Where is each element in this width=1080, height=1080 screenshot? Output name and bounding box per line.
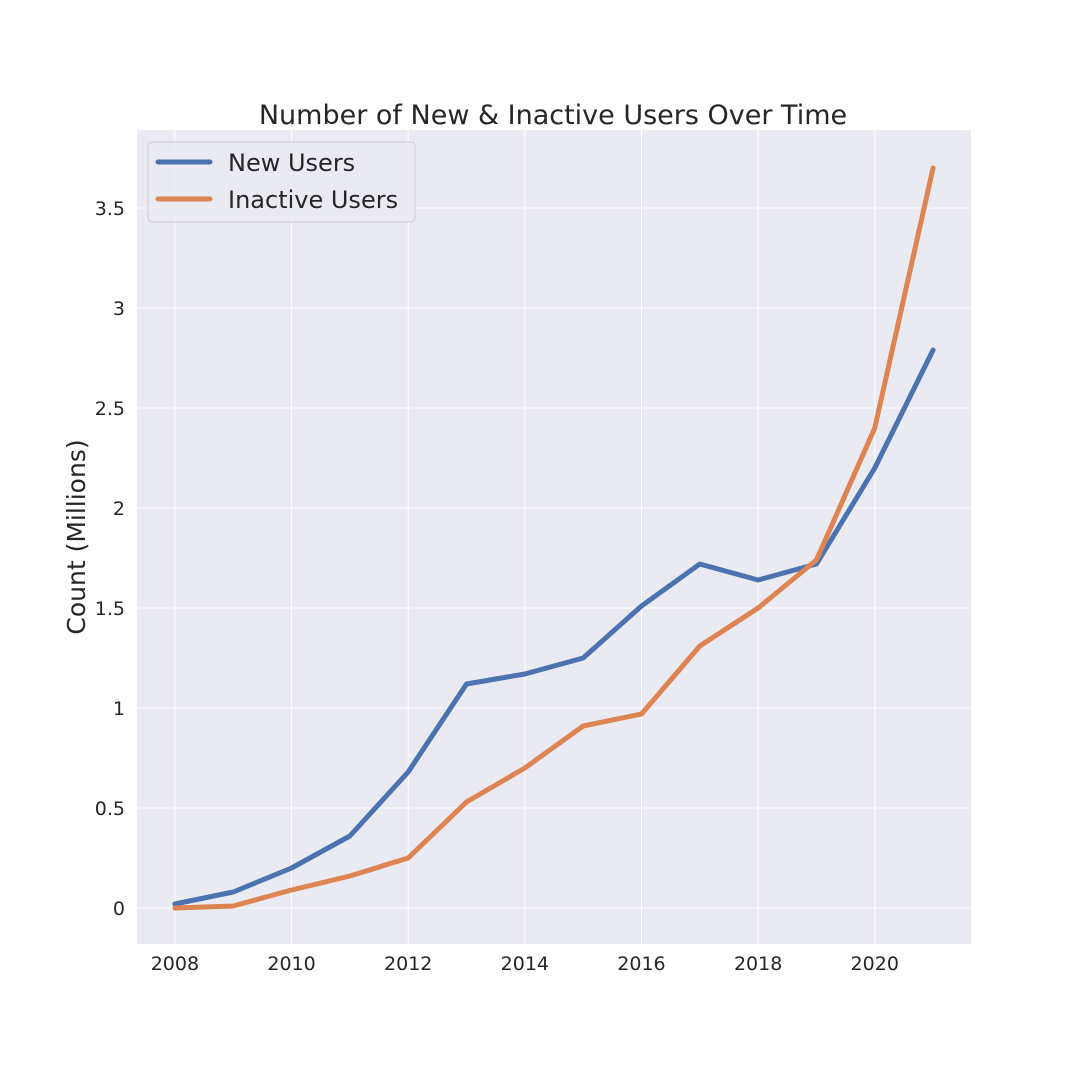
y-axis-label: Count (Millions) bbox=[62, 439, 91, 634]
series-lines bbox=[172, 165, 936, 911]
y-tick-label: 2 bbox=[113, 498, 125, 520]
y-tick-label: 3 bbox=[113, 298, 125, 320]
plot-area bbox=[137, 130, 971, 944]
x-tick-label: 2012 bbox=[384, 953, 432, 975]
y-tick-label: 1.5 bbox=[95, 598, 125, 620]
legend-box bbox=[147, 141, 416, 223]
legend-label: Inactive Users bbox=[228, 186, 398, 214]
legend: New Users Inactive Users bbox=[147, 141, 416, 223]
x-tick-label: 2008 bbox=[151, 953, 199, 975]
y-tick-label: 0 bbox=[113, 898, 125, 920]
x-tick-label: 2010 bbox=[267, 953, 315, 975]
x-tick-label: 2020 bbox=[851, 953, 899, 975]
y-tick-label: 3.5 bbox=[95, 198, 125, 220]
grid-lines bbox=[137, 130, 971, 944]
y-tick-label: 1 bbox=[113, 698, 125, 720]
y-tick-label: 0.5 bbox=[95, 798, 125, 820]
x-tick-label: 2014 bbox=[501, 953, 549, 975]
series-line-inactive-users bbox=[172, 165, 936, 911]
y-tick-label: 2.5 bbox=[95, 398, 125, 420]
legend-label: New Users bbox=[228, 149, 355, 177]
chart-title: Number of New & Inactive Users Over Time bbox=[259, 100, 847, 131]
x-tick-label: 2016 bbox=[617, 953, 665, 975]
axis-ticks: 2008 2010 2012 2014 2016 2018 2020 0 0.5 1 1.5 2 2.5… bbox=[95, 198, 899, 975]
x-tick-label: 2018 bbox=[734, 953, 782, 975]
